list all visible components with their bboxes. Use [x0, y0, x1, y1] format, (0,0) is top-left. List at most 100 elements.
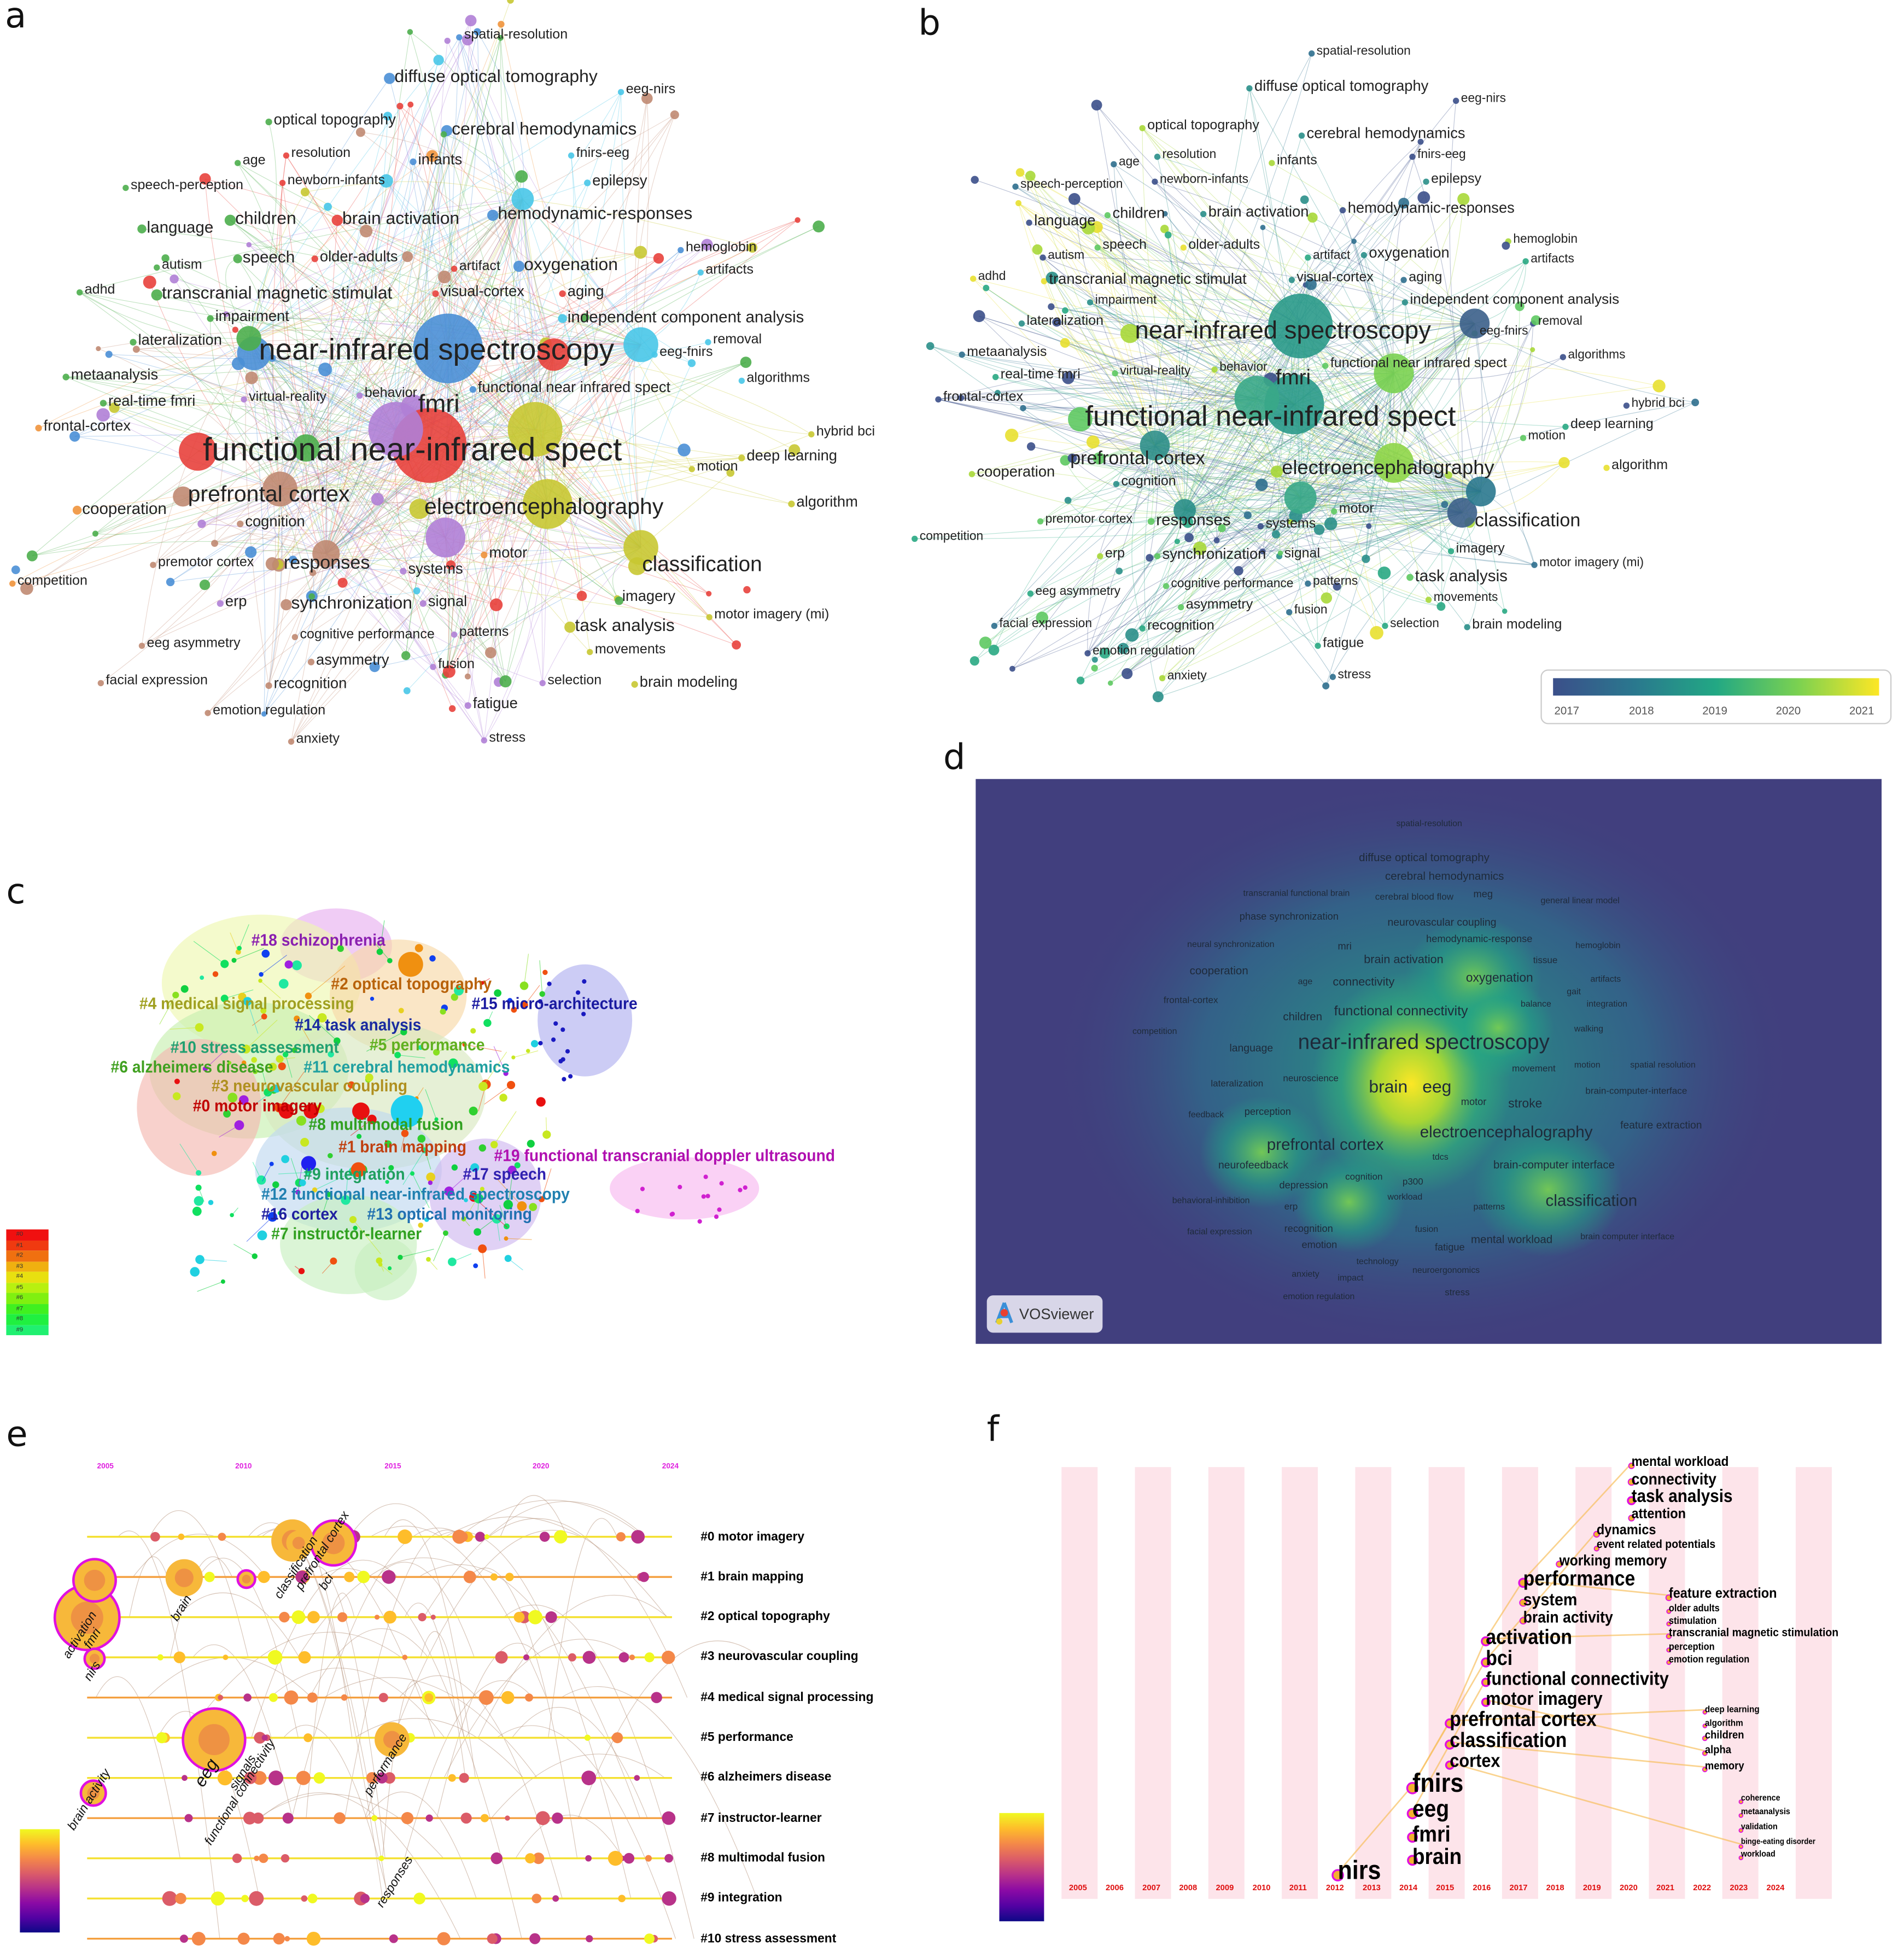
timezone-year-label: 2008 — [1179, 1884, 1198, 1893]
edge — [248, 91, 621, 339]
edge — [1154, 302, 1405, 446]
node — [1623, 402, 1630, 409]
node — [1322, 363, 1329, 369]
keyword-label: functional near-infrared spect — [202, 430, 622, 467]
edge — [1300, 100, 1457, 326]
node — [1360, 252, 1367, 259]
edge — [279, 489, 314, 597]
keyword-label: optical topography — [273, 111, 396, 129]
edge — [1154, 53, 1312, 446]
edge — [95, 488, 281, 535]
node — [1398, 197, 1410, 209]
node — [241, 396, 247, 403]
edge — [278, 198, 523, 565]
edge — [1300, 497, 1535, 565]
edge — [1018, 203, 1155, 446]
edge — [483, 344, 641, 741]
edge — [429, 443, 692, 470]
edge — [1393, 198, 1464, 463]
edge — [938, 399, 1463, 513]
node — [291, 634, 299, 640]
node — [151, 289, 162, 301]
edge — [1096, 226, 1301, 498]
node — [432, 290, 439, 297]
edge — [248, 78, 390, 339]
node — [587, 648, 593, 656]
node — [440, 131, 447, 138]
edge — [74, 338, 249, 437]
timezone-keyword: binge-eating disorder — [1741, 1838, 1815, 1848]
node — [444, 38, 451, 44]
edge — [272, 155, 287, 489]
edge — [447, 348, 469, 677]
node — [324, 202, 332, 211]
year-stripe — [1795, 1467, 1832, 1899]
keyword-label: adhd — [84, 282, 115, 297]
edge — [1131, 491, 1481, 635]
edge — [279, 489, 312, 597]
keyword-label: emotion regulation — [213, 703, 326, 718]
node — [1259, 548, 1266, 554]
edge — [240, 500, 548, 524]
edge — [553, 345, 692, 364]
edge — [429, 247, 753, 446]
node — [1257, 523, 1264, 530]
node — [446, 560, 456, 570]
keyword-label: fatigue — [472, 694, 518, 712]
edge — [447, 348, 499, 682]
edge — [972, 474, 1185, 514]
timezone-year-label: 2011 — [1289, 1884, 1307, 1893]
edge — [386, 180, 554, 355]
edge — [291, 504, 548, 742]
keyword-label: oxygenation — [524, 254, 618, 274]
edge — [360, 132, 523, 200]
edge — [445, 537, 737, 646]
edge — [1325, 463, 1394, 686]
edge — [1330, 323, 1475, 524]
node — [217, 600, 224, 607]
timezone-keyword: coherence — [1741, 1795, 1780, 1803]
edge — [1096, 227, 1185, 511]
edge — [1080, 404, 1295, 681]
edge — [248, 338, 484, 741]
timezone-year-label: 2006 — [1106, 1884, 1124, 1893]
keyword-label: movements — [594, 642, 666, 657]
edge — [535, 92, 622, 430]
node — [469, 386, 476, 393]
edge — [325, 553, 543, 683]
node — [173, 486, 193, 507]
edge — [1238, 373, 1394, 571]
keyword-label: algorithms — [746, 371, 810, 386]
node — [678, 247, 684, 254]
node — [105, 350, 113, 358]
edge — [447, 40, 554, 355]
edge — [214, 543, 326, 554]
keyword-label: motor — [489, 544, 528, 562]
edge — [1300, 356, 1563, 498]
edge — [26, 198, 523, 589]
edge — [375, 547, 641, 668]
edge — [1029, 222, 1394, 374]
edge — [174, 278, 641, 345]
timezone-keyword: alpha — [1704, 1743, 1732, 1756]
panel-letter-e: e — [6, 1413, 28, 1455]
node — [1091, 100, 1102, 111]
edge — [306, 447, 506, 682]
node — [154, 264, 160, 271]
node — [1099, 647, 1111, 659]
edge — [410, 31, 523, 200]
edge — [312, 198, 523, 573]
keyword-label: spatial-resolution — [464, 27, 568, 43]
node — [35, 424, 42, 432]
edge — [290, 553, 326, 742]
node — [474, 28, 481, 36]
node — [1160, 225, 1169, 233]
node — [991, 623, 998, 629]
keyword-label: cerebral hemodynamics — [452, 118, 637, 139]
edge — [1294, 323, 1475, 405]
keyword-label: hemoglobin — [685, 240, 757, 255]
edge — [1142, 127, 1394, 374]
edge — [237, 258, 548, 505]
edge — [961, 398, 1394, 464]
edge — [306, 448, 406, 656]
